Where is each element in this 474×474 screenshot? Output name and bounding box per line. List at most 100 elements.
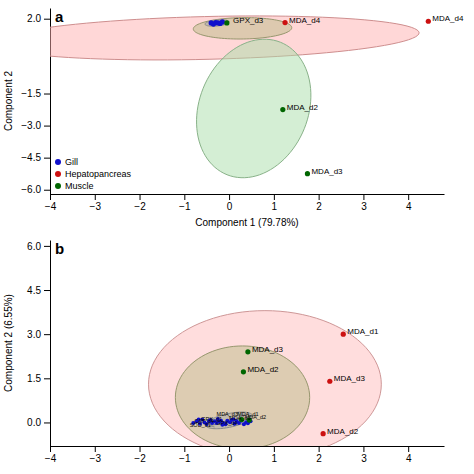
y-axis-title: Component 2 (6.55%): [3, 294, 14, 392]
annotations: GPX_d3MDA_d4MDA_d4MDA_d2MDA_d3: [233, 14, 464, 175]
tick: 1: [272, 194, 278, 212]
tick-mark: [229, 194, 230, 200]
tick-label: 0: [227, 453, 233, 464]
tick-mark: [229, 446, 230, 452]
tick: −4: [45, 194, 57, 212]
axis-domain: [51, 194, 445, 195]
tick-label: −1: [179, 201, 191, 212]
y-axis: 2.0 −1.5 −3.0 −4.5 −6.0: [21, 9, 50, 196]
tick: 4: [406, 446, 412, 464]
legend: GillHepatopancreasMuscle: [55, 157, 132, 191]
tick-mark: [140, 194, 141, 200]
point: [321, 431, 326, 436]
tick-label: 4.5: [27, 285, 41, 296]
tick: −4: [45, 446, 57, 464]
x-axis: −4 −3 −2 −1 0 1 2 3 4: [45, 446, 445, 464]
tick-mark: [44, 126, 50, 127]
annotations: MDA_d1MDA_d3MDA_d2MDA_d3MDA_d2MDA_d3MDA_…: [190, 327, 379, 435]
tick-mark: [44, 290, 50, 291]
tick-label: 6.0: [27, 241, 41, 252]
y-axis: 0.0 1.5 3.0 4.5 6.0: [27, 241, 50, 447]
tick-mark: [44, 190, 50, 191]
tick-mark: [44, 94, 50, 95]
legend-swatch: [55, 171, 61, 177]
tick-mark: [274, 446, 275, 452]
tick-mark: [44, 246, 50, 247]
series: [321, 332, 346, 437]
tick: 0: [227, 446, 233, 464]
tick-label: −4: [45, 453, 57, 464]
legend-swatch: [55, 159, 61, 165]
tick-label: 2: [316, 453, 322, 464]
tick-mark: [363, 194, 364, 200]
plot-area: [149, 311, 382, 446]
x-axis-title: Component 1 (79.78%): [195, 217, 298, 228]
axis-domain: [50, 241, 51, 447]
tick-label: −2: [134, 201, 146, 212]
tick-label: −1.5: [21, 88, 41, 99]
legend-label: Hepatopancreas: [65, 169, 132, 179]
tick: −6.0: [21, 184, 50, 195]
point: [341, 332, 346, 337]
tick-mark: [184, 446, 185, 452]
tick-label: −2: [134, 453, 146, 464]
series: [209, 19, 225, 26]
annotation: MDA_d3: [311, 167, 343, 176]
tick-label: 2.0: [27, 13, 41, 24]
tick: −3: [90, 446, 102, 464]
tick-mark: [44, 158, 50, 159]
tick-mark: [44, 334, 50, 335]
tick: 3: [361, 194, 367, 212]
tick-label: 4: [406, 453, 412, 464]
tick-mark: [95, 446, 96, 452]
tick-label: −3: [90, 201, 102, 212]
annotation: MDA_d4: [432, 14, 464, 23]
tick: 0.0: [27, 417, 50, 428]
tick-label: 0: [227, 201, 233, 212]
tick: 0: [227, 194, 233, 212]
tick: 4: [406, 194, 412, 212]
tick-label: −3.0: [21, 120, 41, 131]
cluster-label: SOD_d1: [190, 422, 211, 428]
tick: 1: [272, 446, 278, 464]
annotation: MDA_d3: [252, 345, 284, 354]
tick: −1: [179, 194, 191, 212]
tick-mark: [50, 446, 51, 452]
point: [426, 19, 431, 24]
tick-mark: [408, 194, 409, 200]
tick-mark: [274, 194, 275, 200]
point: [280, 107, 285, 112]
tick-mark: [319, 194, 320, 200]
tick-label: 3: [361, 453, 367, 464]
tick: −2: [134, 446, 146, 464]
tick-mark: [184, 194, 185, 200]
tick-mark: [140, 446, 141, 452]
panel: −4−3−2−1012340.01.53.04.56.0MDA_d1MDA_d3…: [3, 240, 445, 464]
tick-mark: [95, 194, 96, 200]
annotation: MDA_d2: [247, 365, 279, 374]
tick: 6.0: [27, 241, 50, 252]
point: [209, 20, 214, 25]
tick-mark: [408, 446, 409, 452]
point: [305, 171, 310, 176]
tick-mark: [50, 194, 51, 200]
tick: −1: [179, 446, 191, 464]
confidence-ellipse: [205, 20, 229, 27]
tick-mark: [44, 19, 50, 20]
cluster-label: GPX_d4: [217, 420, 238, 426]
tick: −2: [134, 194, 146, 212]
axis-domain: [51, 446, 445, 447]
tick: −1.5: [21, 88, 50, 99]
legend-swatch: [55, 183, 61, 189]
legend-label: Muscle: [65, 181, 94, 191]
tick: 1.5: [27, 373, 50, 384]
annotation: MDA_d2: [327, 427, 359, 436]
tick: −4.5: [21, 152, 50, 163]
annotation: MDA_d2: [287, 103, 319, 112]
tick-label: 3.0: [27, 329, 41, 340]
point: [282, 20, 287, 25]
tick-label: −4: [45, 201, 57, 212]
confidence-ellipse: [149, 311, 382, 446]
tick-label: 1.5: [27, 373, 41, 384]
annotation: MDA_d3: [334, 374, 366, 383]
